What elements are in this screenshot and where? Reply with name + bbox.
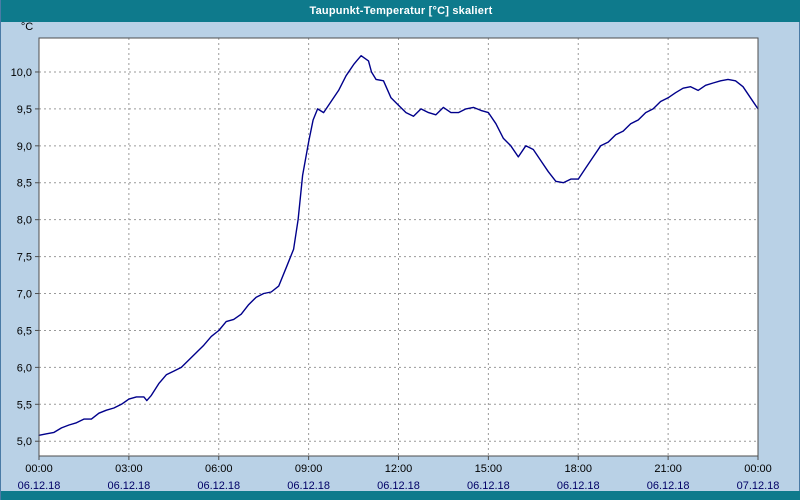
y-tick-label: 7,0 [17,289,32,301]
x-tick-date-label: 06.12.18 [18,480,61,492]
y-tick-label: 7,5 [17,252,32,264]
x-tick-date-label: 06.12.18 [197,480,240,492]
series-line [38,55,759,436]
y-tick-label: 6,0 [17,362,32,374]
y-tick-label: 10,0 [11,67,32,79]
x-tick-date-label: 06.12.18 [647,480,690,492]
y-axis-unit-label: °C [21,21,33,33]
plot-area [39,38,758,456]
y-tick-label: 9,5 [17,104,32,116]
y-tick-label: 9,0 [17,141,32,153]
x-tick-date-label: 06.12.18 [467,480,510,492]
x-tick-time-label: 12:00 [385,463,413,475]
x-tick-time-label: 00:00 [744,463,772,475]
x-tick-time-label: 21:00 [654,463,682,475]
x-tick-date-label: 06.12.18 [287,480,330,492]
x-tick-date-label: 06.12.18 [377,480,420,492]
y-tick-label: 5,0 [17,436,32,448]
x-tick-date-label: 06.12.18 [557,480,600,492]
y-tick-label: 6,5 [17,325,32,337]
x-tick-date-label: 07.12.18 [737,480,780,492]
x-tick-time-label: 15:00 [475,463,503,475]
window-bottom-bar [1,491,800,500]
window-title-bar: Taupunkt-Temperatur [°C] skaliert [1,0,800,22]
x-tick-time-label: 00:00 [25,463,53,475]
x-tick-date-label: 06.12.18 [107,480,150,492]
x-tick-time-label: 03:00 [115,463,143,475]
x-tick-time-label: 06:00 [205,463,233,475]
y-tick-label: 5,5 [17,399,32,411]
x-tick-time-label: 09:00 [295,463,323,475]
x-tick-time-label: 18:00 [564,463,592,475]
y-tick-label: 8,0 [17,215,32,227]
window-title: Taupunkt-Temperatur [°C] skaliert [309,5,493,17]
y-tick-label: 8,5 [17,178,32,190]
